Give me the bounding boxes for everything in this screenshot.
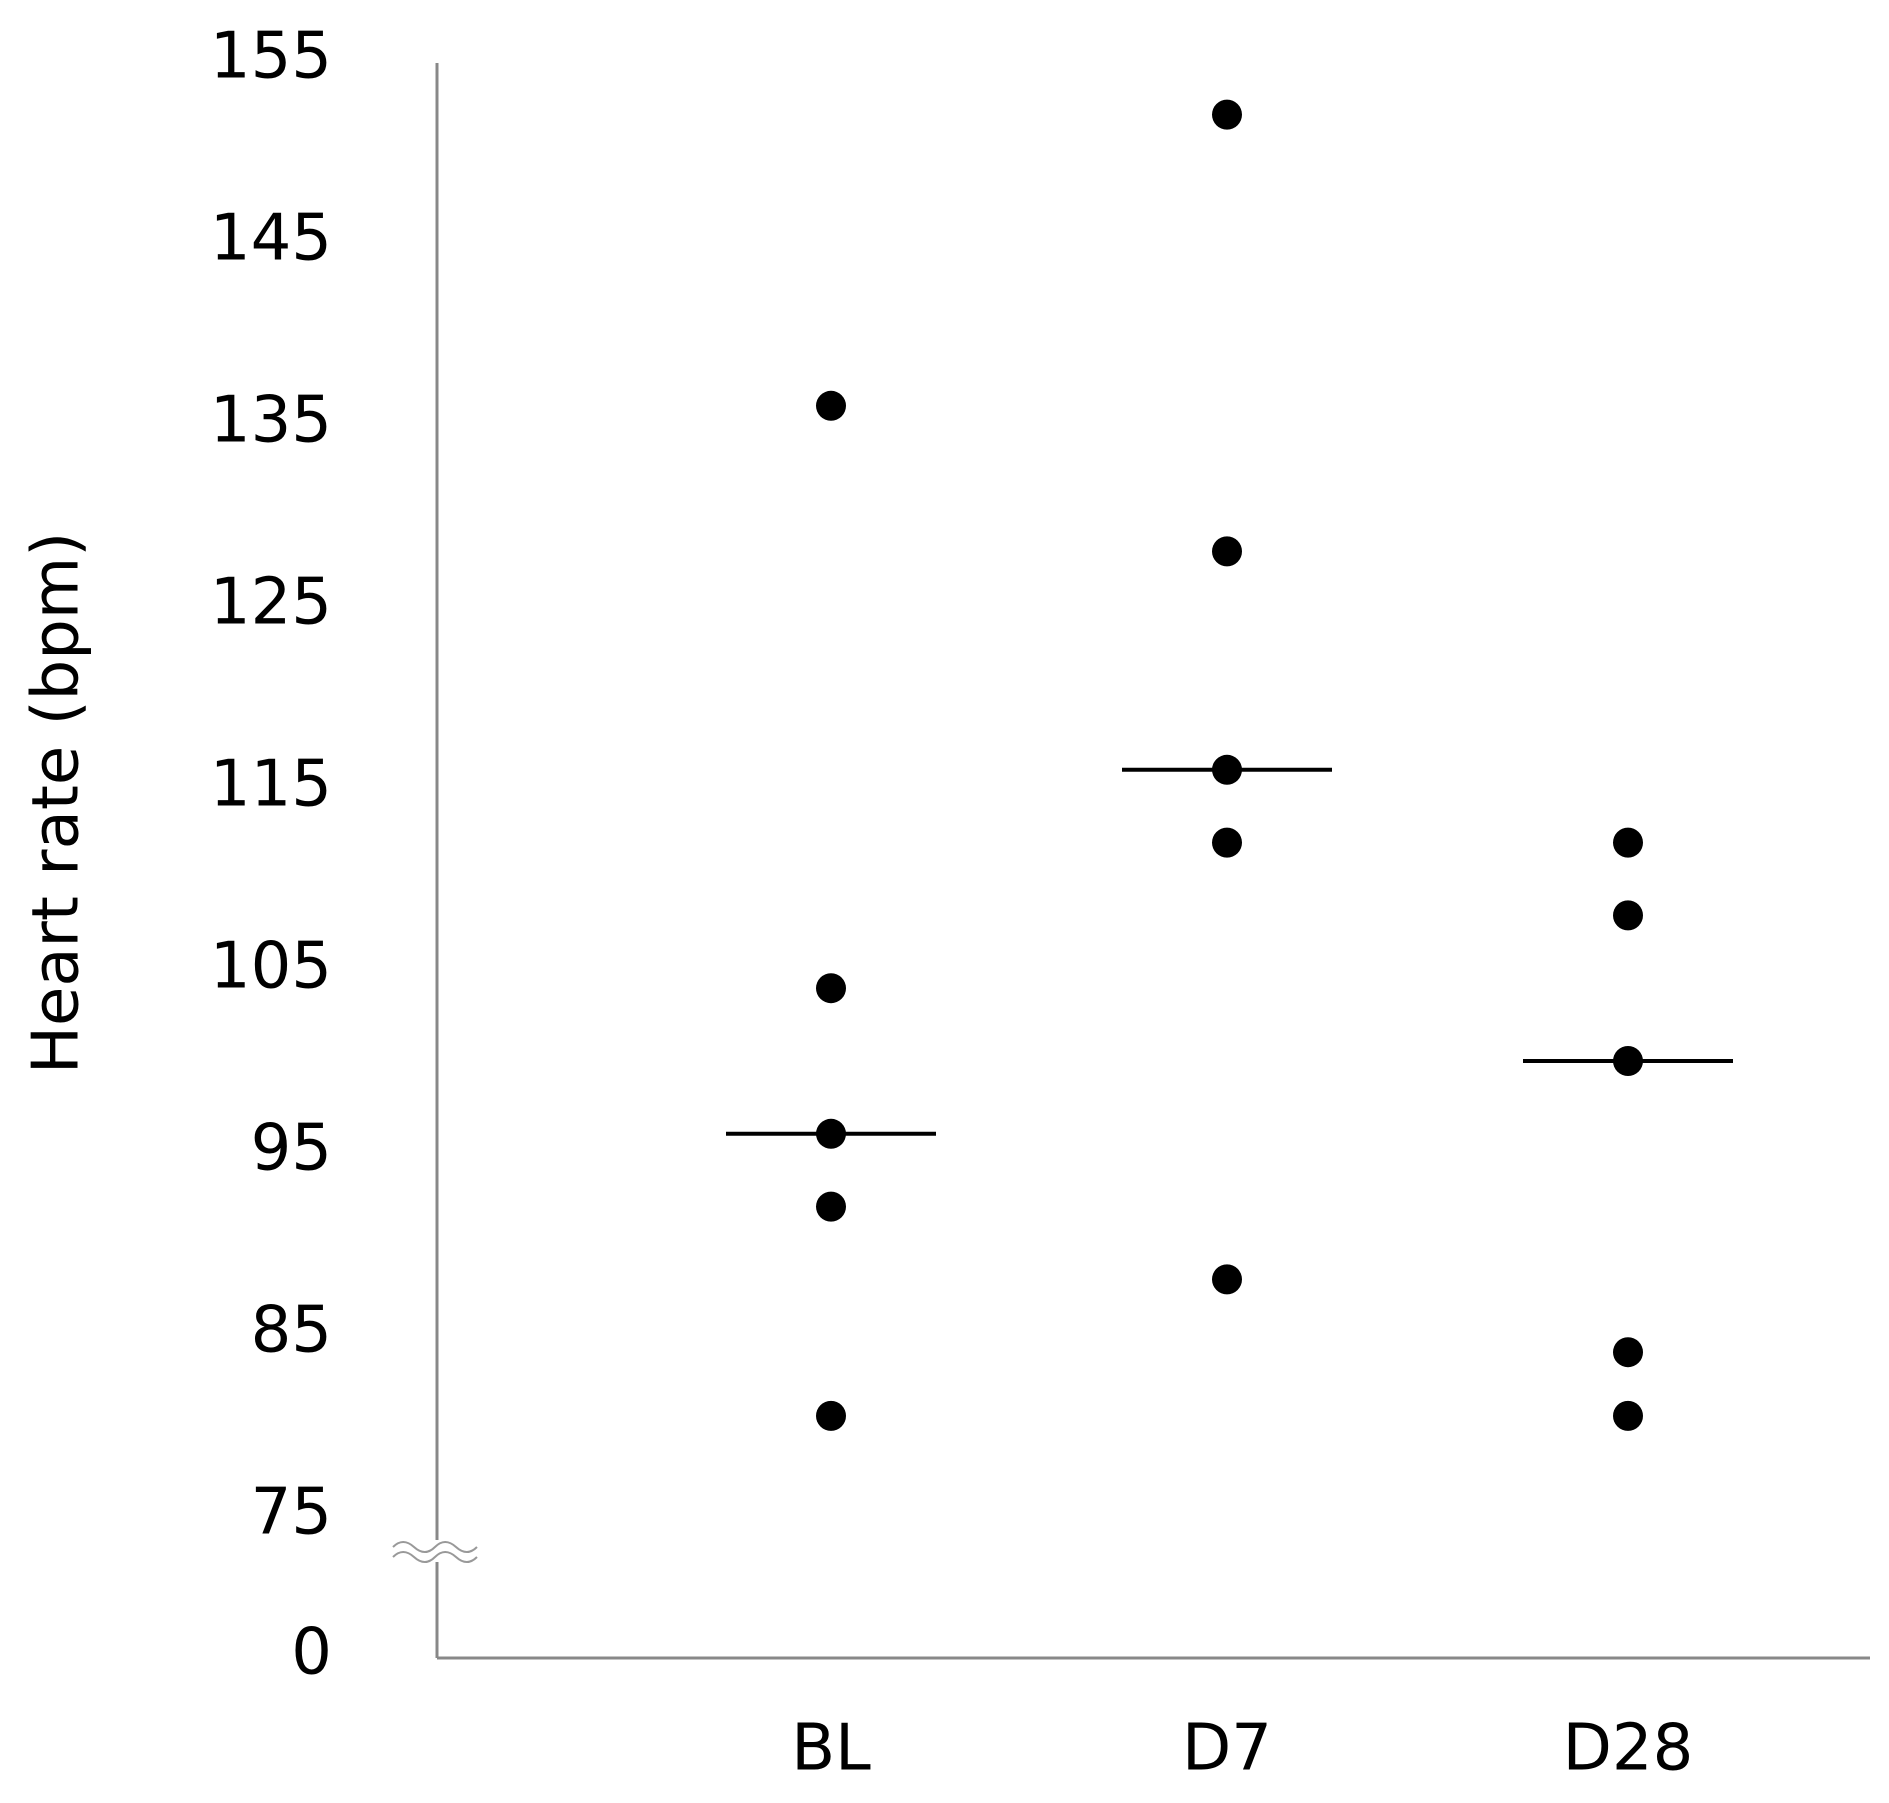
y-tick-label: 135 bbox=[210, 384, 332, 458]
y-tick-label: 155 bbox=[210, 20, 332, 94]
data-point bbox=[1613, 1337, 1643, 1368]
x-tick-label: D28 bbox=[1563, 1712, 1694, 1786]
y-tick-label: 125 bbox=[210, 566, 332, 640]
data-point bbox=[1613, 1400, 1643, 1431]
data-point bbox=[1212, 1264, 1242, 1295]
x-tick-label: D7 bbox=[1182, 1712, 1272, 1786]
y-tick-label: 145 bbox=[210, 202, 332, 276]
data-point bbox=[816, 973, 846, 1004]
data-point bbox=[1613, 827, 1643, 858]
data-point bbox=[816, 1191, 846, 1222]
y-tick-label: 95 bbox=[251, 1112, 332, 1186]
y-axis-title: Heart rate (bpm) bbox=[20, 532, 94, 1074]
data-point bbox=[1212, 536, 1242, 567]
axis-break bbox=[392, 1541, 478, 1553]
axis-break bbox=[392, 1551, 478, 1563]
y-tick-label: 85 bbox=[251, 1294, 332, 1368]
y-tick-label: 105 bbox=[210, 930, 332, 1004]
data-point bbox=[816, 390, 846, 421]
x-tick-label: BL bbox=[791, 1712, 871, 1786]
y-tick-label: 75 bbox=[251, 1476, 332, 1550]
data-point bbox=[816, 1400, 846, 1431]
axis-break-gap bbox=[395, 1540, 480, 1562]
y-tick-label: 0 bbox=[291, 1616, 332, 1690]
data-point bbox=[1212, 827, 1242, 858]
data-point bbox=[1613, 900, 1643, 931]
y-tick-label: 115 bbox=[210, 748, 332, 822]
data-point bbox=[1212, 99, 1242, 130]
